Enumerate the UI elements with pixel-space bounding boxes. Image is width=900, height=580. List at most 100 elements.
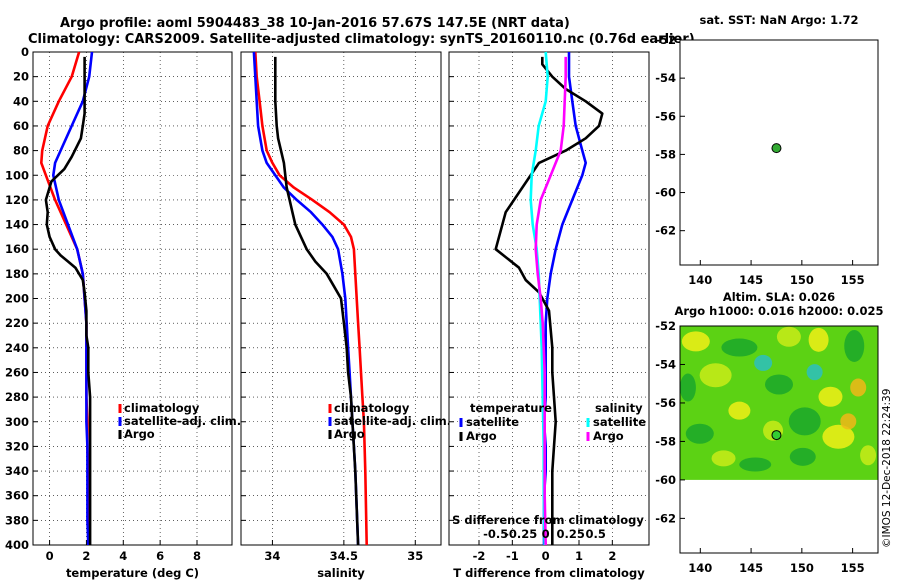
top-tick-label: -0.5 [483,527,508,541]
heatmap-cell [789,447,816,466]
y-tick-label: -58 [655,147,676,161]
heatmap-cell [850,378,867,397]
y-tick-label: -60 [655,473,676,487]
x-tick-label: 150 [790,561,814,575]
x-tick-label: 1 [575,549,583,563]
heatmap-cell [808,327,829,352]
header-line2: Climatology: CARS2009. Satellite-adjuste… [28,32,695,47]
y-tick-label: 60 [13,119,29,133]
argo-location-marker [771,430,782,441]
sla-map-panel: 140 145 150 155 -52 -54 -56 -58 -60 -62 Altim. SLA… [655,290,883,575]
heatmap-cell [699,363,732,388]
map-frame [679,39,879,266]
series-line-climatology [254,51,368,546]
y-tick-label: -52 [655,319,676,333]
y-tick-label: 20 [13,70,29,84]
heatmap-cell [679,373,696,402]
y-tick-label: -62 [655,224,676,238]
x-tick-label: -2 [473,549,486,563]
x-tick-label: 6 [156,549,164,563]
heatmap-cell [765,374,793,395]
series-line-salinity-argo [534,56,568,546]
heatmap-cell [818,386,843,407]
y-tick-label: -58 [655,434,676,448]
y-tick-label: 180 [5,267,29,281]
y-tick-label: 160 [5,242,29,256]
x-axis-label: T difference from climatology [453,566,645,580]
imos-credit: ©IMOS 12-Dec-2018 22:24:39 [881,389,893,548]
temperature-panel: 0 2 4 6 802040608010012014016018020022024026… [5,45,241,580]
x-tick-label: 2 [608,549,616,563]
legend-label: climatology [124,401,200,415]
series-line-argo [44,56,92,545]
top-tick-label: 0.25 [556,527,584,541]
y-tick-label: 240 [5,341,29,355]
legend-label: Argo [593,429,624,443]
x-tick-label: 35 [407,549,423,563]
legend-label: climatology [334,401,410,415]
heatmap-cell [711,450,736,467]
map-title: sat. SST: NaN Argo: 1.72 [699,13,858,27]
legend-label: Argo [466,429,497,443]
x-tick-label: 150 [790,273,814,287]
heatmap-cell [860,445,877,466]
map-title: Altim. SLA: 0.026 [723,290,835,304]
y-tick-label: -54 [655,357,676,371]
heatmap-cell [721,338,758,357]
heatmap-cell [806,364,823,381]
heatmap-cell [776,326,801,347]
argo-location-marker [771,143,782,154]
legend-label: satellite-adj. clim. [334,414,451,428]
y-tick-label: -60 [655,186,676,200]
y-tick-label: 120 [5,193,29,207]
y-tick-label: -54 [655,71,676,85]
heatmap-cell [788,407,821,436]
x-tick-label: 8 [193,549,201,563]
y-tick-label: -56 [655,109,676,123]
y-tick-label: -62 [655,511,676,525]
legend-title-right: salinity [595,401,643,415]
map-subtitle: Argo h1000: 0.016 h2000: 0.025 [674,304,883,318]
heatmap-cell [739,457,772,472]
y-tick-label: 200 [5,292,29,306]
y-tick-label: 380 [5,513,29,527]
header-line1: Argo profile: aoml 5904483_38 10-Jan-201… [60,16,570,31]
x-axis-label: temperature (deg C) [66,566,199,580]
legend-label: satellite [466,415,519,429]
heatmap-cell [754,354,773,371]
heatmap-cell [685,423,714,444]
series-line-argo [273,56,360,546]
top-tick-label: 0.5 [585,527,605,541]
y-tick-label: 360 [5,489,29,503]
y-tick-label: 0 [21,45,29,59]
heatmap-cell [844,330,865,363]
heatmap-cell [840,413,857,430]
x-tick-label: 34.5 [330,549,358,563]
x-tick-label: 140 [688,273,712,287]
y-tick-label: 280 [5,390,29,404]
legend-label: satellite [593,415,646,429]
series-line-temperature-argo [494,56,604,545]
sst-map-panel: 140 145 150 155 -52 -54 -56 -58 -60 -62 sat. SST: … [655,13,879,287]
x-tick-label: -1 [506,549,519,563]
top-tick-label: 0 [542,527,550,541]
y-tick-label: 340 [5,464,29,478]
legend-label: Argo [124,427,155,441]
y-tick-label: 40 [13,94,29,108]
x-tick-label: 0 [46,549,54,563]
x-tick-label: 0 [542,549,550,563]
x-tick-label: 145 [739,561,763,575]
y-tick-label: 400 [5,538,29,552]
y-tick-label: -52 [655,33,676,47]
top-axis-label: S difference from climatology [452,513,644,527]
difference-panel: -2 -1 0 1 2 T difference from climatology S di… [448,51,650,580]
y-tick-label: 260 [5,365,29,379]
top-tick-label: -0.25 [504,527,537,541]
legend-label: satellite-adj. clim. [124,414,241,428]
legend-label: Argo [334,427,365,441]
y-tick-label: 100 [5,168,29,182]
x-tick-label: 4 [119,549,127,563]
y-tick-label: -56 [655,396,676,410]
map-frame [679,325,879,554]
x-tick-label: 145 [739,273,763,287]
